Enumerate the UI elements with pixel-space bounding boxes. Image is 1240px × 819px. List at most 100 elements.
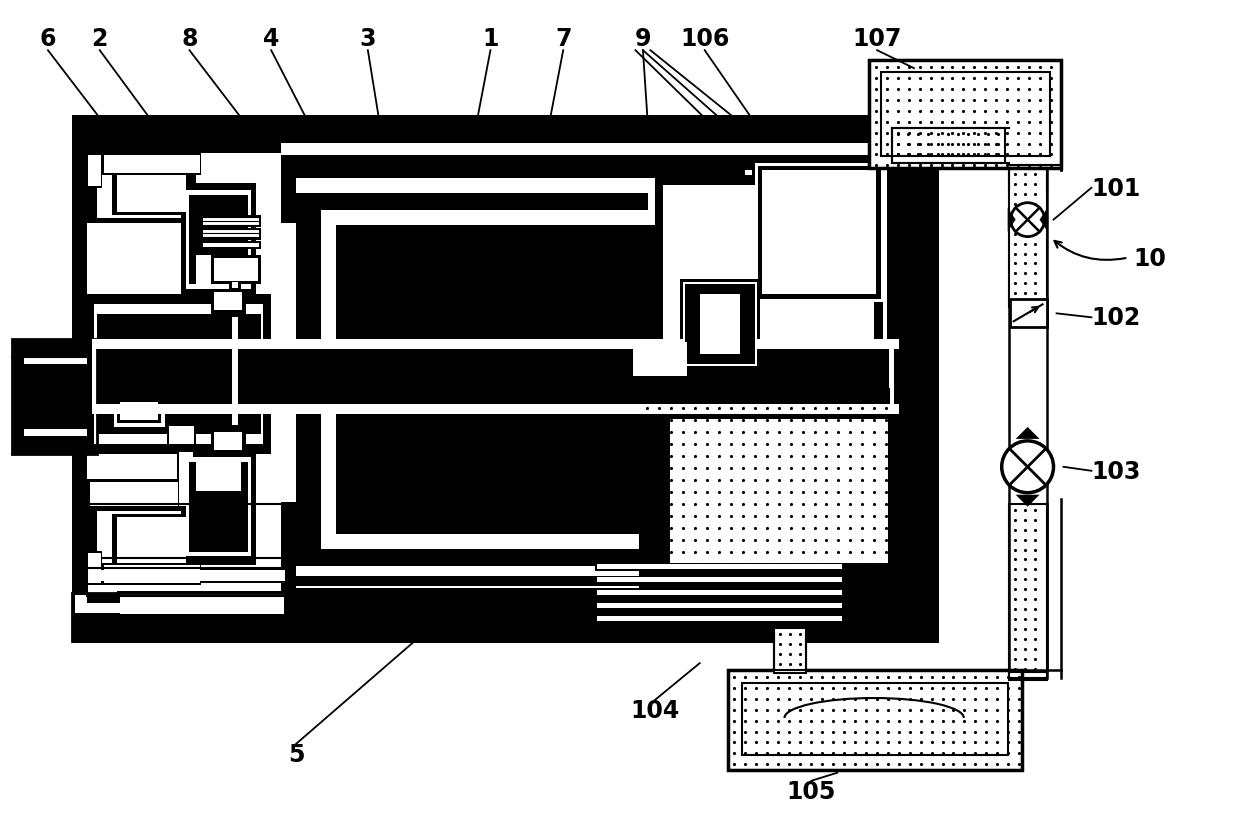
Bar [892, 129, 1004, 164]
Bar [120, 402, 157, 420]
Bar [882, 73, 1049, 156]
Bar [640, 390, 889, 609]
Bar [632, 343, 687, 377]
Bar [166, 424, 196, 446]
Bar [640, 390, 670, 609]
Bar [649, 164, 877, 382]
Bar [869, 61, 1061, 169]
Text: 5: 5 [288, 742, 304, 766]
Bar [24, 364, 87, 429]
Bar [196, 256, 242, 285]
Bar [186, 457, 252, 557]
Text: 6: 6 [40, 27, 56, 52]
Bar [598, 565, 842, 570]
Bar [229, 315, 242, 429]
Bar [296, 577, 874, 586]
Bar [87, 605, 281, 616]
Bar [595, 590, 844, 598]
Text: 4: 4 [263, 27, 279, 52]
Bar [87, 143, 281, 154]
Bar [761, 170, 877, 295]
Bar [190, 196, 248, 285]
Bar [598, 590, 842, 595]
Bar [699, 295, 739, 355]
Bar [600, 143, 884, 152]
Bar [12, 355, 24, 439]
Bar [296, 567, 874, 589]
Bar [190, 462, 248, 552]
Bar [196, 461, 242, 491]
Bar [181, 451, 257, 566]
Bar [72, 616, 939, 644]
Bar [897, 115, 939, 644]
Bar [728, 670, 1022, 770]
Bar [336, 225, 704, 534]
Circle shape [1011, 203, 1044, 238]
Circle shape [1002, 441, 1054, 493]
Bar [72, 115, 87, 644]
Bar [97, 164, 191, 219]
Bar [12, 340, 97, 455]
Bar [296, 369, 744, 410]
Bar [24, 358, 87, 437]
Text: 104: 104 [630, 698, 680, 722]
Bar [104, 566, 201, 584]
Bar [728, 670, 1022, 770]
Bar [598, 604, 842, 609]
Bar [87, 143, 281, 224]
Bar [117, 591, 286, 617]
Bar [176, 450, 196, 509]
Bar [1008, 504, 1047, 678]
Bar [755, 164, 884, 303]
Bar [655, 175, 869, 374]
Bar [775, 628, 806, 673]
Bar [102, 154, 201, 175]
Bar [88, 156, 100, 187]
Bar [104, 156, 201, 174]
Bar [92, 405, 899, 414]
Bar [88, 553, 100, 584]
Bar [211, 290, 247, 315]
Bar [87, 506, 281, 616]
Bar [89, 571, 285, 581]
Bar [102, 563, 201, 586]
Bar [87, 568, 286, 584]
FancyArrowPatch shape [1054, 242, 1126, 260]
Bar [1009, 300, 1047, 328]
Text: 103: 103 [1091, 459, 1141, 483]
Bar [180, 452, 193, 506]
Bar [72, 115, 939, 644]
Bar [87, 551, 102, 586]
Text: 3: 3 [360, 27, 376, 52]
Bar [72, 115, 939, 143]
Bar [97, 511, 191, 571]
Bar [728, 670, 1022, 770]
Bar [211, 429, 247, 455]
Bar [87, 594, 286, 604]
Bar [869, 61, 1061, 169]
Bar [595, 616, 844, 623]
Bar [296, 164, 744, 193]
Bar [1008, 672, 1047, 681]
Bar [87, 295, 272, 455]
Bar [74, 143, 897, 613]
Text: 7: 7 [556, 27, 572, 52]
Bar [114, 396, 165, 428]
Bar [742, 683, 1008, 755]
Bar [232, 283, 238, 289]
Text: 107: 107 [852, 27, 901, 52]
Bar [89, 482, 177, 506]
Bar [186, 191, 252, 290]
Bar [630, 340, 689, 380]
Bar [640, 390, 889, 609]
Bar [120, 595, 284, 614]
Bar [87, 568, 286, 596]
Bar [215, 432, 242, 450]
Text: 106: 106 [680, 27, 729, 52]
Bar [117, 517, 186, 565]
Bar [296, 196, 744, 563]
Text: 102: 102 [1091, 306, 1141, 330]
Text: 8: 8 [181, 27, 197, 52]
Bar [758, 166, 882, 300]
Text: 10: 10 [1133, 247, 1166, 270]
